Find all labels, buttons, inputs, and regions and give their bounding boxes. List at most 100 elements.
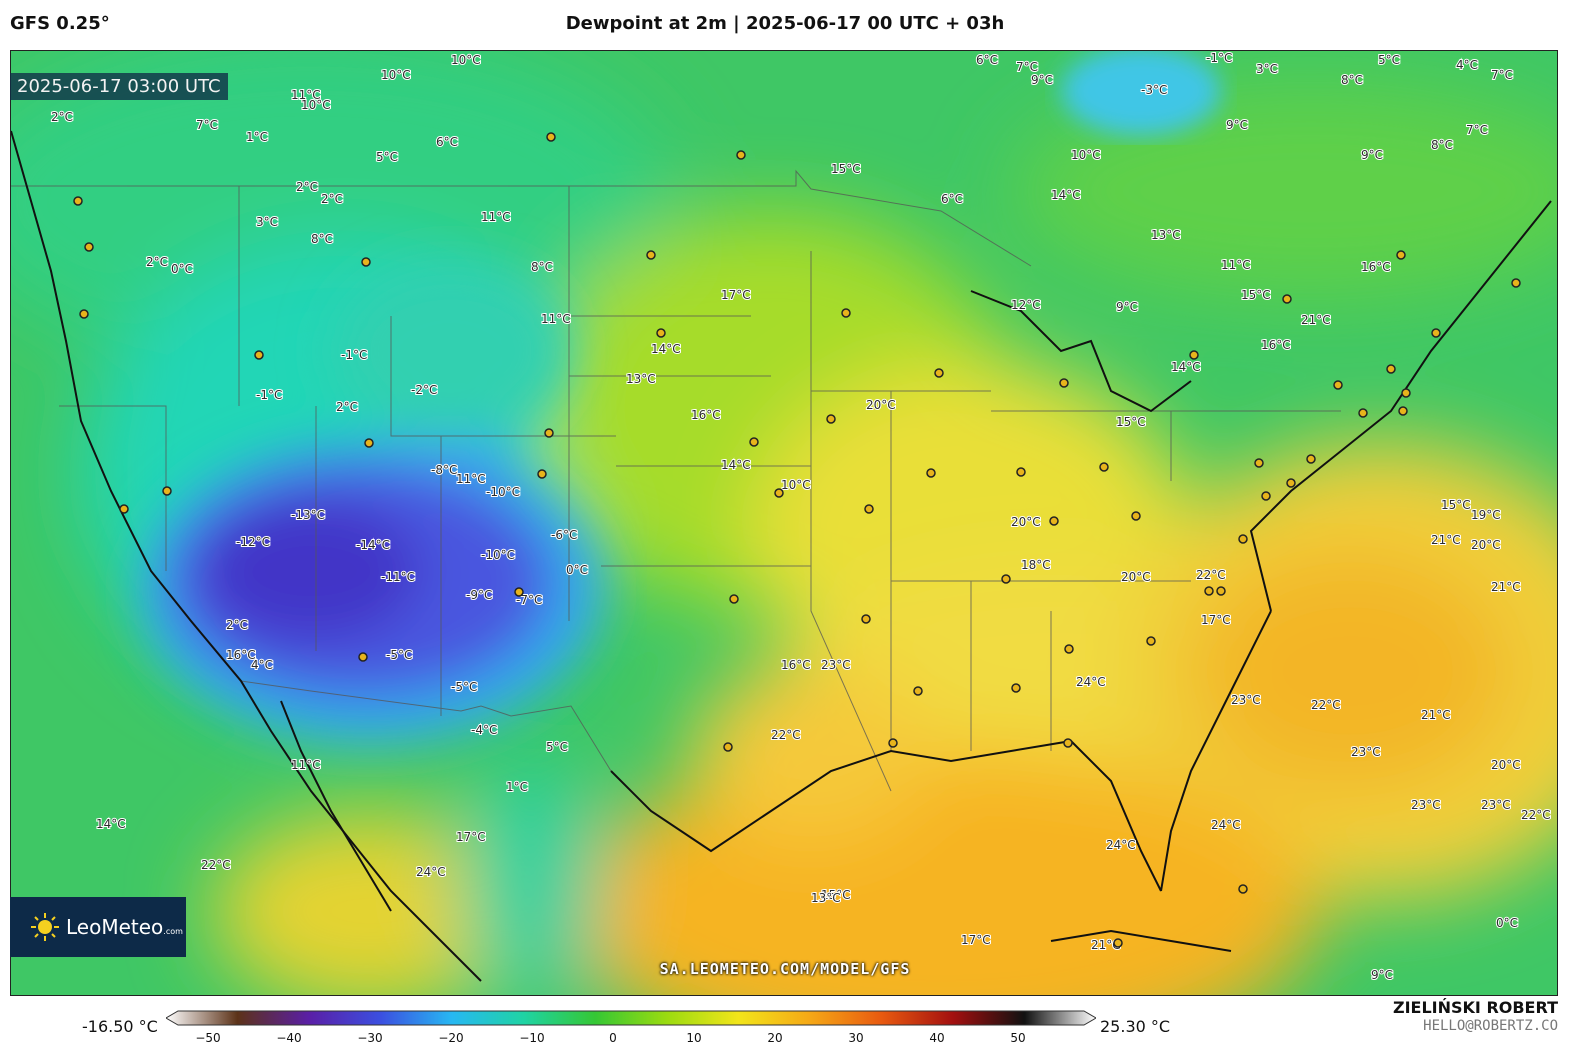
contour-label: 9°C (1031, 73, 1053, 87)
city-marker[interactable] (1238, 534, 1248, 544)
city-marker[interactable] (544, 428, 554, 438)
city-marker[interactable] (364, 438, 374, 448)
contour-label: 13°C (1151, 228, 1181, 242)
contour-labels: 10°C10°C11°C10°C6°C 7°C9°C-3°C-1°C3°C8°C5… (50, 51, 1552, 983)
city-marker[interactable] (1001, 574, 1011, 584)
leometeo-logo[interactable]: LeoMeteo.com (10, 897, 186, 957)
city-marker[interactable] (546, 132, 556, 142)
city-marker[interactable] (888, 738, 898, 748)
city-marker[interactable] (1059, 378, 1069, 388)
city-marker[interactable] (537, 469, 547, 479)
city-marker[interactable] (84, 242, 94, 252)
city-marker[interactable] (514, 587, 524, 597)
baja-coast (280, 700, 392, 912)
author-email[interactable]: HELLO@ROBERTZ.CO (1423, 1018, 1558, 1034)
city-marker[interactable] (736, 150, 746, 160)
contour-label: 24°C (416, 865, 446, 879)
city-marker[interactable] (1431, 328, 1441, 338)
city-marker[interactable] (1011, 683, 1021, 693)
city-marker[interactable] (1016, 467, 1026, 477)
contour-label: 21°C (1421, 708, 1451, 722)
contour-label: 22°C (771, 728, 801, 742)
city-marker[interactable] (926, 468, 936, 478)
city-marker[interactable] (1511, 278, 1521, 288)
colorbar-tick-label: −10 (519, 1031, 545, 1045)
city-marker[interactable] (729, 594, 739, 604)
contour-label: 5°C (546, 740, 568, 754)
contour-label: 0°C (171, 262, 193, 276)
city-marker[interactable] (1333, 380, 1343, 390)
city-marker[interactable] (1261, 491, 1271, 501)
city-marker[interactable] (73, 196, 83, 206)
city-marker[interactable] (1306, 454, 1316, 464)
contour-label: 23°C (1481, 798, 1511, 812)
site-url[interactable]: SA.LEOMETEO.COM/MODEL/GFS (659, 960, 911, 978)
contour-label: 17°C (961, 933, 991, 947)
city-marker[interactable] (774, 488, 784, 498)
city-marker[interactable] (1063, 738, 1073, 748)
city-marker[interactable] (1204, 586, 1214, 596)
city-marker[interactable] (361, 257, 371, 267)
contour-label: 14°C (1171, 360, 1201, 374)
contour-label: 1°C (246, 130, 268, 144)
city-marker[interactable] (1396, 250, 1406, 260)
city-marker[interactable] (864, 504, 874, 514)
contour-label: 8°C (1341, 73, 1363, 87)
contour-label: 2°C (226, 618, 248, 632)
city-marker[interactable] (162, 486, 172, 496)
city-marker[interactable] (826, 414, 836, 424)
contour-label: -1°C (341, 348, 367, 362)
contour-label: 8°C (311, 232, 333, 246)
cuba-coast (1050, 929, 1232, 952)
city-marker[interactable] (1064, 644, 1074, 654)
contour-label: 15°C (1116, 415, 1146, 429)
city-marker[interactable] (1049, 516, 1059, 526)
contour-label: -8°C (431, 463, 457, 477)
city-marker[interactable] (254, 350, 264, 360)
city-marker[interactable] (1131, 511, 1141, 521)
city-marker[interactable] (1099, 462, 1109, 472)
contour-label: 2°C (51, 110, 73, 124)
coastlines (11, 130, 1552, 982)
city-marker[interactable] (1386, 364, 1396, 374)
dewpoint-field (11, 51, 1557, 995)
city-marker[interactable] (1282, 294, 1292, 304)
city-marker[interactable] (841, 308, 851, 318)
contour-label: 10°C (781, 478, 811, 492)
contour-label: 6°C (941, 192, 963, 206)
city-marker[interactable] (1358, 408, 1368, 418)
map-area: 10°C 10°C 11°C 10°C 6°C 7°C 9°C -3°C -1°C 3°C 8°C 5… (10, 50, 1558, 996)
contour-label: 21°C (1301, 313, 1331, 327)
contour-label: 22°C (201, 858, 231, 872)
city-marker[interactable] (1398, 406, 1408, 416)
contour-label: 22°C (1521, 808, 1551, 822)
city-marker[interactable] (1189, 350, 1199, 360)
contour-label: 8°C (531, 260, 553, 274)
contour-label: -5°C (451, 680, 477, 694)
city-marker[interactable] (646, 250, 656, 260)
city-marker[interactable] (1113, 938, 1123, 948)
colorbar (166, 1010, 1096, 1026)
city-marker[interactable] (1254, 458, 1264, 468)
city-marker[interactable] (934, 368, 944, 378)
dry-core-field (141, 261, 601, 741)
city-marker[interactable] (1401, 388, 1411, 398)
city-marker[interactable] (1146, 636, 1156, 646)
pacific-coast (11, 130, 482, 982)
city-marker[interactable] (79, 309, 89, 319)
city-marker[interactable] (358, 652, 368, 662)
city-marker[interactable] (861, 614, 871, 624)
city-marker[interactable] (656, 328, 666, 338)
contour-label: 24°C (1106, 838, 1136, 852)
city-marker[interactable] (749, 437, 759, 447)
city-marker[interactable] (1216, 586, 1226, 596)
city-marker[interactable] (1286, 478, 1296, 488)
contour-label: -6°C (551, 528, 577, 542)
city-marker[interactable] (723, 742, 733, 752)
contour-label: 2°C (321, 192, 343, 206)
city-marker[interactable] (1238, 884, 1248, 894)
contour-label: 16°C (1261, 338, 1291, 352)
city-marker[interactable] (913, 686, 923, 696)
city-marker[interactable] (119, 504, 129, 514)
contour-label: 14°C (651, 342, 681, 356)
